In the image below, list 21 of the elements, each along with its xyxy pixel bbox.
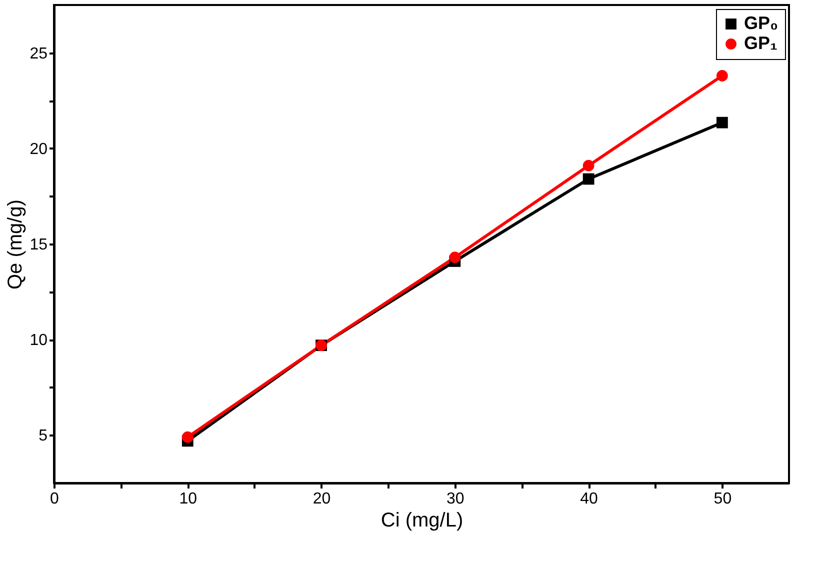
point — [716, 116, 728, 128]
point — [449, 252, 461, 264]
point — [582, 173, 594, 185]
point — [182, 431, 194, 443]
point — [582, 160, 594, 172]
x-tick-label: 20 — [312, 490, 331, 508]
x-tick-label: 40 — [580, 490, 598, 508]
y-axis-title: Qe (mg/g) — [4, 199, 27, 290]
x-tick-label: 50 — [714, 490, 732, 508]
x-axis-title: Ci (mg/L) — [380, 510, 464, 532]
y-tick-label: 5 — [38, 428, 48, 445]
legend-label: GP₀ — [744, 13, 778, 33]
y-tick-label: 20 — [30, 140, 48, 158]
y-tick-label: 15 — [30, 236, 48, 254]
x-tick-label: 0 — [50, 490, 60, 508]
x-tick-label: 10 — [179, 490, 198, 508]
legend-label: GP₁ — [744, 33, 778, 53]
point — [716, 70, 728, 82]
x-tick-label: 30 — [446, 490, 464, 508]
y-tick-label: 25 — [30, 45, 48, 62]
y-tick-label: 10 — [30, 332, 48, 350]
